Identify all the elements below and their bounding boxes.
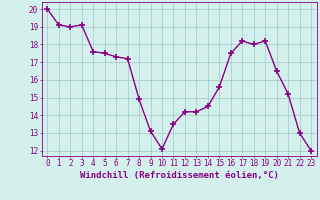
X-axis label: Windchill (Refroidissement éolien,°C): Windchill (Refroidissement éolien,°C)	[80, 171, 279, 180]
